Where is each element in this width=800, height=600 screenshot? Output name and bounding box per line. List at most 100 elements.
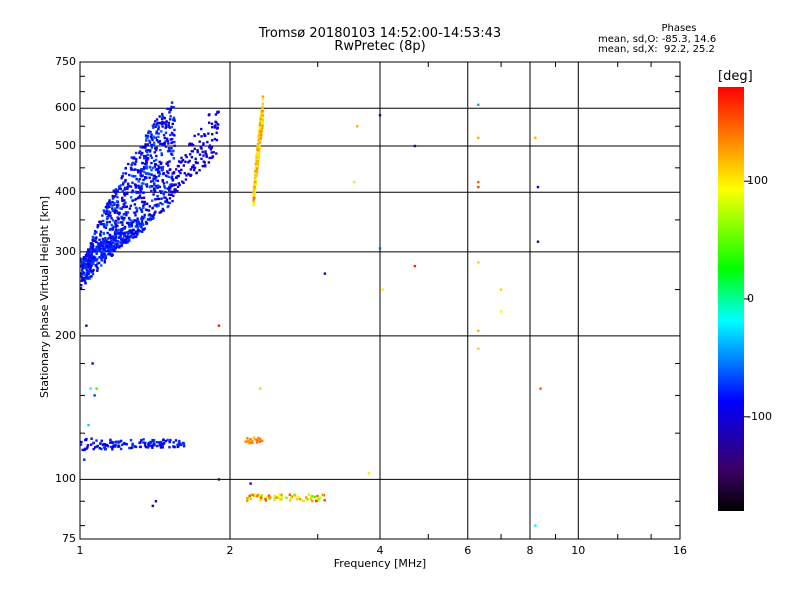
echo-point: [101, 237, 105, 241]
echo-point: [176, 185, 180, 189]
echo-point: [140, 225, 143, 229]
echo-point: [146, 218, 150, 221]
echo-point: [105, 244, 109, 247]
echo-point: [167, 125, 171, 129]
echo-point: [111, 218, 115, 222]
echo-point: [113, 232, 117, 236]
echo-point: [106, 444, 110, 448]
echo-point: [149, 217, 152, 220]
echo-point: [119, 439, 123, 443]
echo-point: [135, 224, 139, 227]
echo-point: [94, 237, 98, 240]
echo-point: [352, 180, 356, 184]
echo-point: [217, 478, 221, 481]
echo-point: [124, 231, 127, 234]
echo-point: [86, 248, 90, 251]
echo-point: [261, 106, 264, 109]
echo-point: [280, 496, 283, 499]
echo-point: [104, 246, 107, 249]
echo-point: [87, 263, 90, 267]
echo-point: [173, 128, 176, 132]
echo-point: [167, 107, 170, 111]
echo-point: [124, 201, 127, 204]
echo-point: [293, 493, 296, 497]
echo-point: [157, 441, 161, 444]
echo-point: [153, 190, 157, 193]
echo-point: [124, 205, 127, 209]
echo-point: [87, 257, 90, 260]
echo-point: [252, 191, 255, 194]
echo-point: [147, 442, 151, 445]
echo-point: [153, 165, 157, 168]
echo-point: [143, 200, 147, 204]
echo-point: [113, 245, 116, 248]
phase-box-x-line: mean, sd,X: 92.2, 25.2: [598, 44, 715, 55]
echo-point: [141, 151, 144, 155]
echo-point: [142, 154, 146, 158]
echo-point: [194, 157, 197, 161]
echo-point: [249, 441, 252, 444]
echo-point: [99, 442, 102, 445]
echo-point: [150, 133, 153, 136]
echo-point: [142, 206, 145, 209]
echo-point: [128, 239, 131, 242]
colorbar-label: [deg]: [718, 69, 753, 84]
echo-point: [182, 441, 185, 445]
echo-point: [355, 125, 359, 128]
echo-point: [148, 444, 151, 447]
echo-point: [167, 149, 171, 152]
echo-point: [158, 139, 162, 143]
chart-title-line-1: Tromsø 20180103 14:52:00-14:53:43: [258, 26, 502, 41]
echo-point: [200, 157, 203, 161]
echo-point: [165, 199, 169, 203]
echo-point: [169, 133, 172, 137]
echo-point: [313, 495, 317, 499]
echo-point: [255, 169, 258, 172]
echo-point: [148, 141, 152, 144]
echo-point: [89, 387, 92, 390]
echo-point: [134, 445, 138, 449]
echo-point: [129, 438, 133, 442]
echo-point: [118, 244, 122, 248]
echo-point: [101, 247, 104, 250]
echo-point: [155, 118, 159, 121]
echo-point: [323, 499, 326, 502]
echo-point: [208, 113, 211, 116]
echo-point: [125, 238, 128, 241]
echo-point: [159, 148, 162, 152]
echo-point: [160, 161, 163, 164]
echo-point: [258, 128, 261, 131]
echo-point: [120, 198, 124, 201]
echo-point: [157, 184, 160, 188]
echo-point: [155, 167, 159, 171]
echo-point: [142, 167, 146, 171]
echo-point: [143, 175, 147, 179]
echo-point: [163, 186, 167, 190]
echo-point: [90, 437, 93, 440]
echo-point: [170, 152, 173, 156]
echo-point: [140, 153, 143, 156]
echo-point: [170, 183, 173, 186]
echo-point: [155, 138, 159, 142]
echo-point: [125, 213, 128, 217]
echo-point: [127, 233, 130, 237]
echo-point: [177, 165, 180, 168]
echo-point: [117, 231, 121, 235]
echo-point: [208, 146, 211, 149]
echo-point: [164, 123, 168, 126]
echo-point: [176, 445, 179, 449]
echo-point: [210, 146, 214, 149]
echo-point: [204, 134, 207, 137]
echo-point: [163, 141, 166, 145]
echo-point: [204, 151, 207, 155]
echo-point: [125, 205, 129, 208]
echo-point: [98, 249, 101, 252]
echo-point: [152, 442, 156, 445]
echo-point: [144, 146, 147, 149]
echo-point: [159, 190, 162, 193]
echo-point: [128, 229, 131, 233]
echo-point: [158, 115, 161, 118]
echo-point: [157, 164, 160, 168]
y-tick-label: 75: [62, 532, 76, 545]
echo-point: [128, 207, 132, 210]
